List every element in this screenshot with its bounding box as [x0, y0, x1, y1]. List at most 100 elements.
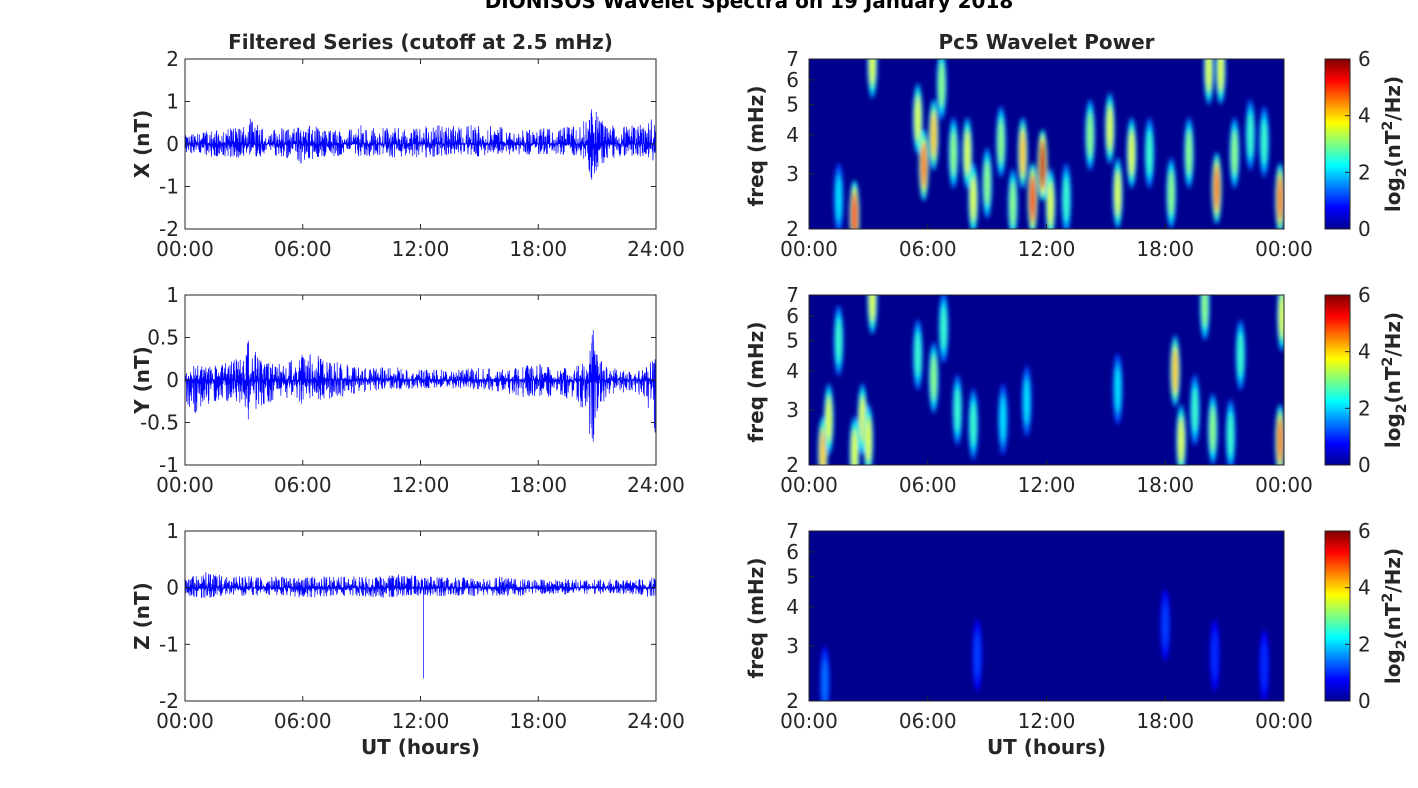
y-tick-label: -2 — [159, 689, 179, 713]
y-tick-label: 4 — [786, 359, 799, 383]
y-axis-label: freq (mHz) — [744, 86, 768, 207]
y-tick-label: 2 — [786, 453, 799, 477]
figure-title: DIONISOS Wavelet Spectra on 19 January 2… — [485, 0, 1014, 13]
y-tick-label: 6 — [786, 540, 799, 564]
x-tick-label: 24:00 — [627, 709, 685, 733]
heatmap-blobs — [833, 59, 1284, 229]
colorbar-label-part: 2 — [1380, 357, 1396, 367]
series-panel-z: 1 0 -1 -2 Z (nT) 00:00 06:00 12:00 18:00 24:00 UT … — [130, 519, 685, 759]
x-tick-label: 00:00 — [156, 237, 214, 261]
x-tick-label: 06:00 — [274, 237, 332, 261]
x-tick-label: 06:00 — [274, 709, 332, 733]
y-axis-label: freq (mHz) — [744, 322, 768, 443]
colorbar-label-part: /Hz) — [1381, 548, 1405, 593]
series-panel-y: 1 0.5 0 -0.5 -1 Y (nT) 00:00 06:00 12:00 18:00 24:… — [130, 283, 685, 497]
power-blob — [1232, 132, 1237, 174]
colorbar-label-part: (nT — [1381, 366, 1405, 403]
colorbar-tick-label: 2 — [1358, 396, 1371, 420]
y-tick-label: 1 — [166, 90, 179, 114]
x-tick-label: 12:00 — [392, 237, 450, 261]
power-blob — [836, 177, 842, 220]
colorbar-tick-label: 6 — [1358, 47, 1371, 71]
x-tick-label: 12:00 — [1018, 709, 1076, 733]
y-tick-label: 5 — [786, 329, 799, 353]
power-blob — [984, 162, 990, 205]
power-blob — [836, 319, 842, 362]
plot-area — [185, 531, 656, 701]
power-blob — [865, 419, 871, 462]
y-tick-label: 6 — [786, 68, 799, 92]
x-tick-label: 00:00 — [780, 473, 838, 497]
colorbar-label: log2(nT2/Hz) — [1380, 548, 1410, 684]
power-blob — [970, 403, 976, 446]
x-tick-label: 12:00 — [392, 709, 450, 733]
power-blob — [1206, 59, 1212, 90]
x-tick-label: 00:00 — [1255, 473, 1313, 497]
x-tick-label: 06:00 — [899, 473, 957, 497]
x-tick-label: 06:00 — [899, 709, 957, 733]
power-blob — [1210, 408, 1216, 451]
colorbar-label-part: /Hz) — [1381, 312, 1405, 357]
colorbar-label-part: 2 — [1380, 121, 1396, 131]
series-panel-x: 2 1 0 -1 -2 X (nT) 00:00 06:00 12:00 18:00 24:00 Fi… — [130, 30, 685, 261]
y-tick-label: 3 — [786, 634, 799, 658]
power-blob — [1129, 132, 1135, 174]
y-axis-label: Y (nT) — [130, 346, 154, 415]
power-blob — [1218, 59, 1224, 90]
power-blob — [998, 121, 1004, 163]
x-tick-label: 18:00 — [509, 237, 567, 261]
x-tick-label: 00:00 — [1255, 709, 1313, 733]
power-blob — [1040, 144, 1046, 187]
colorbar-label-part: log — [1381, 177, 1405, 212]
y-tick-label: 4 — [786, 123, 799, 147]
x-tick-label: 06:00 — [899, 237, 957, 261]
colorbar-label-part: /Hz) — [1381, 76, 1405, 121]
power-blob — [1228, 413, 1234, 456]
x-tick-label: 18:00 — [509, 473, 567, 497]
power-blob — [1279, 295, 1284, 337]
plot-frame — [184, 530, 657, 702]
x-tick-label: 24:00 — [627, 237, 685, 261]
y-tick-label: 6 — [786, 304, 799, 328]
plot-frame — [808, 530, 1285, 702]
series-trace — [184, 109, 657, 180]
colorbar-tick-label: 0 — [1358, 689, 1371, 713]
power-blob — [1202, 295, 1208, 326]
y-tick-label: 7 — [786, 47, 799, 71]
power-blob — [852, 195, 857, 229]
colorbar — [1324, 530, 1351, 702]
x-tick-label: 12:00 — [1018, 473, 1076, 497]
power-blob — [1277, 419, 1283, 462]
y-axis-label: freq (mHz) — [744, 558, 768, 679]
colorbar-label-part: log — [1381, 649, 1405, 684]
power-blob — [869, 59, 875, 84]
colorbar-tick-label: 2 — [1358, 632, 1371, 656]
y-axis-label: Z (nT) — [130, 582, 154, 650]
y-tick-label: 1 — [166, 519, 179, 543]
plot-frame — [184, 58, 657, 230]
y-tick-label: -1 — [159, 453, 179, 477]
power-blob — [852, 431, 857, 465]
x-tick-label: 00:00 — [156, 473, 214, 497]
colorbar-tick-label: 4 — [1358, 576, 1371, 600]
power-blob — [1115, 368, 1121, 410]
power-blob — [1212, 634, 1218, 677]
y-tick-label: 5 — [786, 565, 799, 589]
power-blob — [915, 334, 921, 376]
power-blob — [1261, 121, 1267, 163]
y-tick-label: -2 — [159, 217, 179, 241]
power-blob — [941, 306, 947, 349]
power-blob — [1192, 389, 1198, 431]
colorbar-tick-label: 4 — [1358, 104, 1371, 128]
power-blob — [931, 357, 937, 399]
x-tick-label: 12:00 — [392, 473, 450, 497]
plot-frame — [808, 294, 1285, 466]
power-blob — [869, 295, 875, 320]
x-tick-label: 00:00 — [1255, 237, 1313, 261]
y-tick-label: 2 — [786, 217, 799, 241]
power-blob — [1261, 644, 1267, 687]
heatmap-blobs — [817, 295, 1284, 465]
